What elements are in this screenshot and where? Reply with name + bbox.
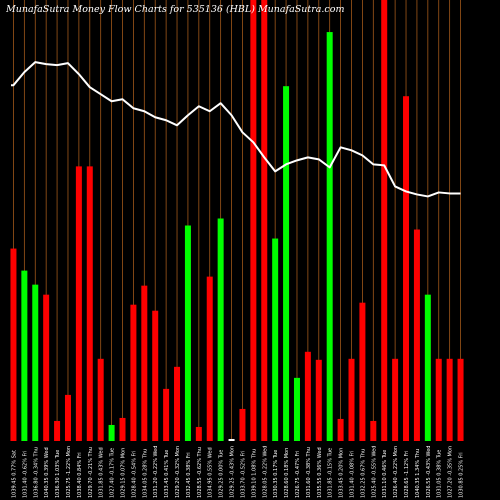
x-tick-labels: 1039.45 0.77% Sat 1031.40 -0.62% Fri 1036.… xyxy=(11,446,464,498)
bar-15 xyxy=(174,366,181,441)
tick-label-8: 1031.85 0.43% Wed xyxy=(99,447,105,498)
bar-2 xyxy=(32,284,39,441)
tick-label-12: 1034.05 0.28% Thu xyxy=(142,449,148,498)
tick-label-7: 1029.70 -0.21% Thu xyxy=(88,447,94,498)
bar-28 xyxy=(315,359,322,441)
tick-label-20: 1029.25 -0.43% Mon xyxy=(230,446,236,498)
tick-label-32: 1032.25 0.67% Thu xyxy=(360,449,366,498)
tick-label-22: 1039.10 1.08% Thu xyxy=(251,449,257,498)
tick-label-26: 1026.75 -0.47% Fri xyxy=(295,451,301,499)
tick-label-25: 1028.60 0.18% Mon xyxy=(284,448,290,498)
tick-label-4: 1036.30 1.03% Tue xyxy=(55,450,61,498)
bar-1 xyxy=(21,270,28,441)
tick-label-0: 1039.45 0.77% Sat xyxy=(11,450,17,498)
bar-39 xyxy=(435,358,442,441)
tick-label-33: 1025.40 -0.55% Wed xyxy=(371,446,377,498)
bar-11 xyxy=(130,304,137,441)
tick-label-9: 1027.40 -0.17% Tue xyxy=(110,448,116,498)
tick-label-19: 1029.25 0.00% Tue xyxy=(219,450,225,498)
tick-label-38: 1026.55 -0.43% Wed xyxy=(426,446,432,498)
tick-label-10: 1029.15 0.07% Mon xyxy=(121,448,127,498)
tick-label-28: 1035.55 0.36% Wed xyxy=(317,447,323,498)
tick-label-34: 1031.10 0.46% Tue xyxy=(382,450,388,498)
bar-20 xyxy=(228,438,235,441)
tick-label-17: 1028.55 -0.62% Thu xyxy=(197,447,203,498)
bar-26 xyxy=(293,377,300,441)
bar-25 xyxy=(283,86,290,441)
bar-12 xyxy=(141,285,148,441)
price-line xyxy=(11,61,461,198)
bar-7 xyxy=(86,166,93,442)
bar-29 xyxy=(326,32,333,442)
bar-22 xyxy=(250,0,257,441)
bar-18 xyxy=(206,276,213,441)
tick-label-23: 1028.05 -0.22% Wed xyxy=(262,446,268,498)
tick-label-21: 1033.70 -0.52% Fri xyxy=(240,451,246,499)
bar-0 xyxy=(10,248,17,441)
bar-9 xyxy=(108,424,115,441)
tick-label-3: 1040.35 0.39% Wed xyxy=(44,447,50,498)
tick-label-35: 1026.40 -0.22% Mon xyxy=(393,446,399,498)
price-line-path xyxy=(11,61,461,198)
bar-35 xyxy=(392,358,399,441)
bar-4 xyxy=(54,420,61,441)
bar-27 xyxy=(304,351,311,441)
tick-label-27: 1031.60 -0.38% Thu xyxy=(306,447,312,498)
bar-38 xyxy=(424,294,431,441)
tick-label-2: 1036.80 -0.34% Thu xyxy=(33,447,39,498)
bar-30 xyxy=(337,418,344,441)
tick-label-6: 1038.40 0.84% Fri xyxy=(77,452,83,498)
tick-label-15: 1029.20 -0.32% Mon xyxy=(175,446,181,498)
bar-8 xyxy=(97,358,104,441)
bar-41 xyxy=(457,358,464,441)
bar-10 xyxy=(119,417,126,441)
bar-14 xyxy=(163,388,170,441)
tick-label-13: 1031.20 -0.22% Wed xyxy=(153,446,159,498)
bar-32 xyxy=(359,302,366,441)
bar-23 xyxy=(261,0,268,441)
bar-34 xyxy=(381,0,388,441)
bar-31 xyxy=(348,358,355,441)
bar-3 xyxy=(43,294,50,441)
tick-label-39: 1031.05 0.38% Tue xyxy=(437,450,443,498)
bar-5 xyxy=(64,394,71,441)
tick-label-24: 1030.35 0.17% Tue xyxy=(273,450,279,498)
tick-label-14: 1033.45 0.41% Tue xyxy=(164,450,170,498)
bar-33 xyxy=(370,420,377,441)
bar-36 xyxy=(403,96,410,441)
bar-13 xyxy=(152,310,159,441)
tick-label-11: 1028.40 -0.54% Fri xyxy=(131,451,137,499)
chart-title: MunafaSutra Money Flow Charts for 535136… xyxy=(6,4,345,15)
tick-label-30: 1033.45 0.20% Mon xyxy=(339,448,345,498)
tick-label-41: 1030.85 0.25% Fri xyxy=(459,452,465,498)
bar-6 xyxy=(75,166,82,442)
tick-label-31: 1031.40 -0.08% Fri xyxy=(350,451,356,499)
tick-label-5: 1025.75 -1.22% Mon xyxy=(66,446,72,498)
tick-label-36: 1028.65 -1.12% Fri xyxy=(404,451,410,499)
bar-21 xyxy=(239,408,246,441)
bar-24 xyxy=(272,238,279,441)
tick-label-1: 1031.40 -0.62% Fri xyxy=(22,451,28,499)
tick-label-40: 1027.20 -0.35% Mon xyxy=(448,446,454,498)
bar-37 xyxy=(413,229,420,441)
bar-series xyxy=(10,0,464,442)
tick-label-29: 1031.85 -0.15% Tue xyxy=(328,448,334,498)
bar-16 xyxy=(184,225,191,441)
bar-19 xyxy=(217,218,224,441)
tick-label-37: 1040.35 1.34% Thu xyxy=(415,449,421,498)
tick-label-16: 1032.45 0.38% Fri xyxy=(186,452,192,498)
bar-17 xyxy=(195,426,202,441)
tick-label-18: 1034.95 0.55% Wed xyxy=(208,447,214,498)
bar-40 xyxy=(446,358,453,441)
